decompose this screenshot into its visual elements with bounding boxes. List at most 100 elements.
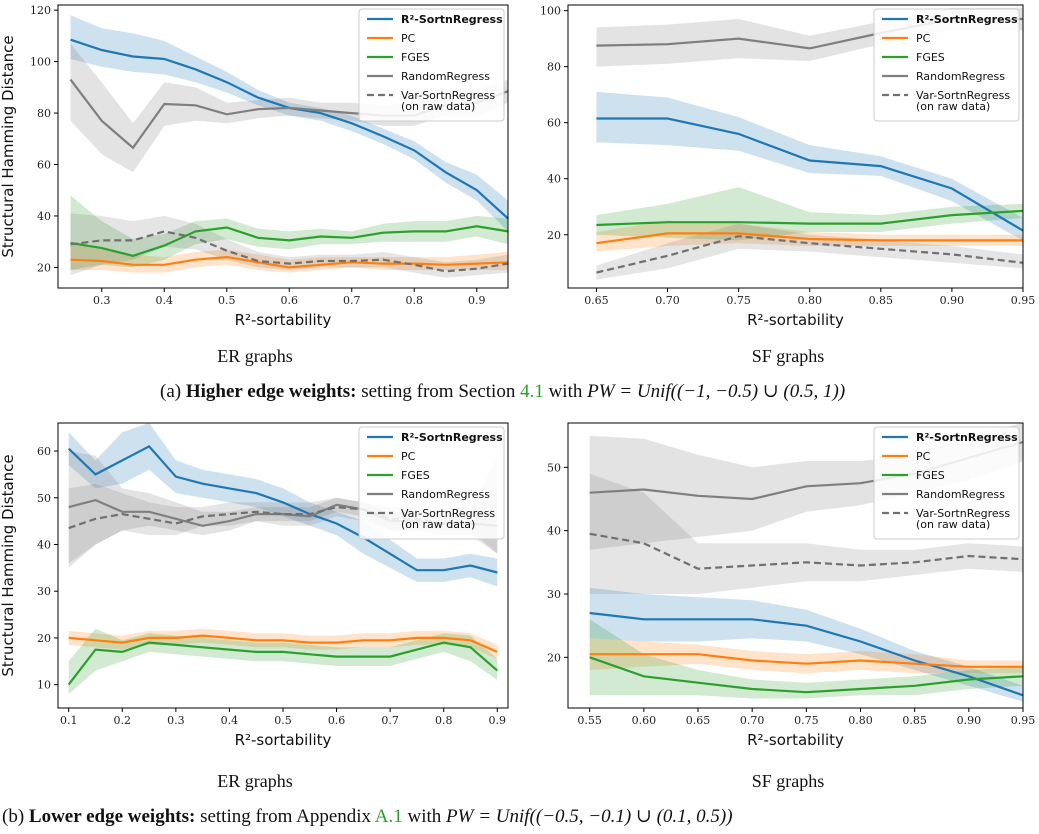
legend-label: FGES: [401, 469, 430, 482]
legend-label-2: (on raw data): [401, 518, 475, 531]
y-tick-label: 20: [37, 632, 51, 645]
plot-frame: [567, 422, 1024, 709]
chart-svg: 0.55 0.60 0.65 0.70 0.75 0.80 0.85 0.90 0.95 20 30…: [509, 422, 1036, 749]
caption-a-text2: with: [543, 381, 588, 402]
series-line: [70, 225, 508, 257]
confidence-band: [70, 195, 508, 270]
x-tick-label: 0.6: [328, 714, 346, 727]
x-tick-label: 0.8: [406, 294, 424, 307]
x-tick-label: 0.85: [869, 294, 894, 307]
y-tick-label: 120: [30, 4, 51, 17]
x-tick-label: 0.5: [274, 714, 292, 727]
plot-frame: [57, 4, 509, 289]
x-tick-label: 0.6: [281, 294, 299, 307]
x-tick-label: 0.95: [1011, 714, 1036, 727]
y-axis-label: Structural Hamming Distance: [0, 454, 17, 676]
chart-svg: 0.3 0.4 0.5 0.6 0.7 0.8 0.9 20 40 60 80 100 120 R²-so…: [0, 4, 509, 329]
y-tick-label: 50: [37, 492, 51, 505]
confidence-band: [68, 451, 498, 568]
series-line: [70, 255, 508, 269]
chart-svg: 0.65 0.70 0.75 0.80 0.85 0.90 0.95 20 40 60 80 100 R…: [509, 4, 1035, 329]
plot-frame: [567, 4, 1024, 289]
confidence-band: [596, 223, 1023, 280]
subtitle-sf-lower: SF graphs: [751, 771, 825, 791]
legend-label-2: (on raw data): [916, 100, 990, 113]
series-line: [596, 209, 1023, 227]
legend-label: FGES: [916, 469, 945, 482]
chart-er-lower: 0.1 0.2 0.3 0.4 0.5 0.6 0.7 0.8 0.9 10 20 30 40 50 60 R…: [0, 418, 518, 763]
legend-label: PC: [916, 450, 931, 463]
x-tick-label: 0.85: [902, 714, 927, 727]
series-line: [67, 445, 498, 574]
legend-box: [873, 8, 1020, 122]
y-tick-label: 40: [37, 210, 51, 223]
subtitle-er-lower: ER graphs: [217, 771, 293, 791]
x-axis-label: R²-sortability: [747, 311, 844, 329]
legend-label-2: (on raw data): [916, 518, 990, 531]
caption-a-text1: setting from Section: [356, 381, 521, 402]
confidence-band: [589, 619, 1023, 699]
x-axis-label: R²-sortability: [235, 731, 332, 749]
legend-box: [358, 426, 505, 540]
legend-label-2: (on raw data): [401, 100, 475, 113]
legend-label: RandomRegress: [916, 70, 1005, 83]
x-axis-label: R²-sortability: [235, 311, 332, 329]
caption-b-text2: with: [402, 806, 447, 827]
y-tick-label: 50: [547, 461, 561, 474]
legend: R²-SortnRegress PC FGES RandomRegress Var-So…: [358, 426, 505, 540]
x-tick-label: 0.80: [797, 294, 822, 307]
series-line: [589, 611, 1023, 697]
series-line: [68, 634, 498, 653]
confidence-band: [596, 91, 1023, 241]
legend-label: PC: [916, 32, 931, 45]
x-tick-label: 0.70: [655, 294, 680, 307]
x-tick-label: 0.90: [940, 294, 965, 307]
plot-area: [589, 423, 1023, 702]
series-line: [70, 230, 508, 273]
x-tick-label: 0.60: [632, 714, 657, 727]
x-tick-label: 0.3: [167, 714, 185, 727]
confidence-band: [70, 244, 508, 273]
legend-label: FGES: [916, 51, 945, 64]
x-tick-label: 0.9: [468, 294, 486, 307]
legend-label: Var-SortnRegress: [916, 89, 1010, 102]
caption-a-ref[interactable]: 4.1: [520, 381, 544, 402]
legend: R²-SortnRegress PC FGES RandomRegress Var-So…: [873, 8, 1020, 122]
confidence-band: [589, 587, 1023, 702]
series-line: [596, 117, 1023, 232]
y-tick-label: 60: [547, 117, 561, 130]
chart-sf-higher: 0.65 0.70 0.75 0.80 0.85 0.90 0.95 20 40 60 80 100 R…: [509, 0, 1039, 340]
series-line: [589, 656, 1023, 694]
series-line: [596, 232, 1023, 245]
legend-label: Var-SortnRegress: [401, 89, 495, 102]
legend-label: RandomRegress: [401, 70, 490, 83]
y-axis-label: Structural Hamming Distance: [0, 35, 17, 257]
confidence-band: [68, 423, 498, 587]
x-tick-label: 0.1: [60, 714, 78, 727]
y-tick-label: 10: [37, 679, 51, 692]
caption-b-ref[interactable]: A.1: [374, 806, 403, 827]
x-tick-label: 0.5: [218, 294, 236, 307]
x-tick-label: 0.65: [584, 294, 609, 307]
legend-label: Var-SortnRegress: [916, 507, 1010, 520]
legend-label: PC: [401, 32, 416, 45]
x-tick-label: 0.9: [489, 714, 507, 727]
y-tick-label: 40: [37, 538, 51, 551]
plot-area: [69, 15, 508, 278]
caption-b-label: (b): [2, 806, 29, 827]
confidence-band: [589, 473, 1023, 594]
caption-b-bold: Lower edge weights:: [28, 806, 196, 827]
legend-label: R²-SortnRegress: [401, 13, 503, 26]
x-tick-label: 0.80: [848, 714, 873, 727]
series-line: [589, 532, 1023, 570]
caption-a-math: PW = Unif((−1, −0.5) ∪ (0.5, 1)): [587, 381, 846, 402]
x-tick-label: 0.3: [93, 294, 111, 307]
x-tick-label: 0.7: [343, 294, 361, 307]
legend-label: R²-SortnRegress: [916, 13, 1018, 26]
legend: R²-SortnRegress PC FGES RandomRegress Var-So…: [358, 8, 505, 122]
legend-label: PC: [401, 450, 416, 463]
legend-label: RandomRegress: [916, 488, 1005, 501]
x-tick-label: 0.4: [221, 714, 239, 727]
x-tick-label: 0.75: [726, 294, 751, 307]
x-tick-label: 0.65: [686, 714, 711, 727]
